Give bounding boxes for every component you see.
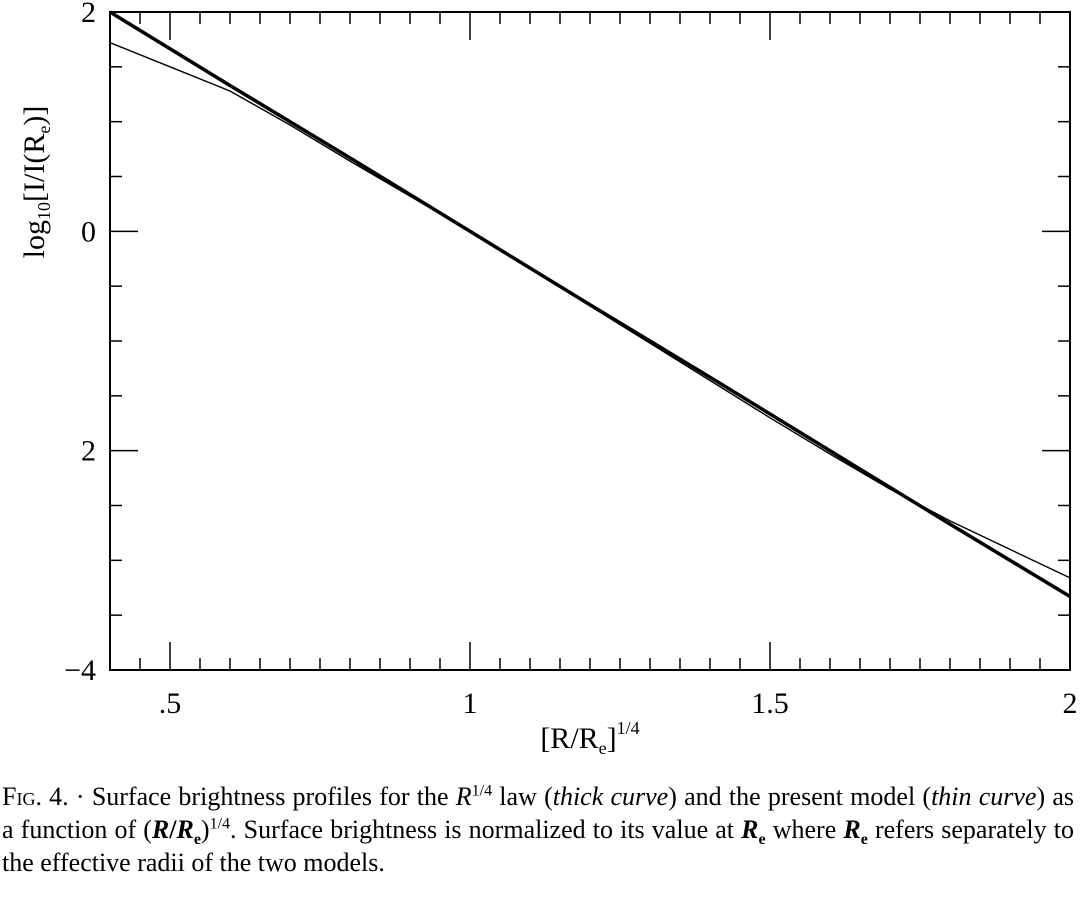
caption-re-symbol-3: R	[741, 815, 759, 844]
caption-text-3: ) and the present model (	[668, 782, 932, 811]
caption-slash: /	[169, 815, 177, 844]
caption-r-symbol: R	[455, 782, 472, 811]
caption-re-symbol: R	[176, 815, 194, 844]
caption-separator: ·	[68, 782, 92, 811]
x-axis-label: [R/Re]1/4	[540, 718, 639, 758]
caption-re-symbol-4: R	[843, 815, 861, 844]
caption-text-7: where	[765, 815, 844, 844]
y-tick-label: 2	[81, 0, 96, 29]
caption-thick-curve: thick curve	[552, 782, 669, 811]
caption-sup-2: 1/4	[209, 815, 231, 833]
y-tick-label: 0	[81, 215, 96, 248]
caption-text-4: ) as a function of (	[2, 782, 1075, 844]
series	[109, 10, 1071, 598]
x-tick-label: 1.5	[751, 687, 789, 720]
y-tick-label: −4	[64, 654, 96, 687]
caption-text-5: )	[200, 815, 210, 844]
caption-text-1: Surface brightness profiles for the	[91, 782, 456, 811]
x-tick-label: .5	[159, 687, 182, 720]
caption-fig-label: Fig. 4.	[2, 782, 69, 811]
ticks	[109, 11, 1071, 671]
caption-r-symbol-2: R	[151, 815, 170, 844]
caption-re-sub-3: e	[758, 831, 766, 849]
caption-thin-curve: thin curve	[931, 782, 1037, 811]
chart: .5 1 1.5 2 2 0 2 −4 [R/Re]1/4 log10[I/I(Re)]	[18, 0, 1078, 758]
x-tick-label: 2	[1063, 687, 1078, 720]
caption-re-sub: e	[193, 831, 201, 849]
y-axis-label: log10[I/I(Re)]	[18, 106, 54, 259]
figure-caption: Fig. 4. · Surface brightness profiles fo…	[2, 780, 1074, 879]
caption-text-2: law (	[492, 782, 553, 811]
caption-text-8: refers separately to the effective radii…	[2, 815, 1074, 877]
y-tick-label: 2	[81, 435, 96, 468]
caption-sup-1: 1/4	[471, 782, 493, 800]
series-thin-curve	[109, 42, 1071, 579]
x-tick-labels: .5 1 1.5 2	[159, 687, 1078, 720]
x-tick-label: 1	[463, 687, 478, 720]
plot-frame	[109, 11, 1071, 671]
caption-text-6: . Surface brightness is normalized to it…	[230, 815, 742, 844]
y-tick-labels: 2 0 2 −4	[64, 0, 96, 687]
caption-re-sub-4: e	[860, 831, 868, 849]
